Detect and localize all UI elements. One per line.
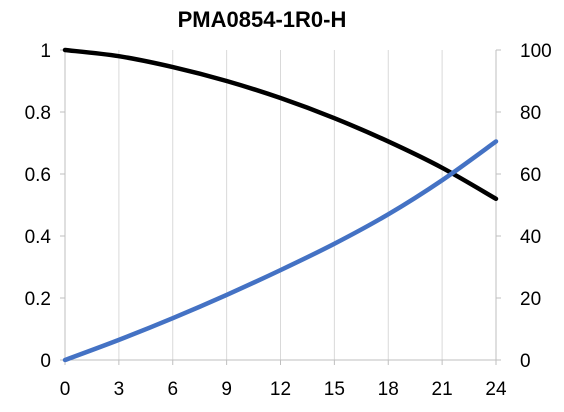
left-y-tick-label: 0.8: [25, 103, 51, 124]
right-y-tick-label: 40: [520, 227, 541, 248]
x-tick-label: 3: [114, 379, 125, 400]
x-tick-label: 15: [324, 379, 345, 400]
right-y-tick-label: 0: [520, 351, 531, 372]
x-tick-label: 12: [270, 379, 291, 400]
x-tick-label: 18: [378, 379, 399, 400]
x-tick-label: 24: [485, 379, 507, 400]
right-y-tick-label: 60: [520, 165, 541, 186]
x-tick-label: 9: [221, 379, 232, 400]
x-tick-label: 6: [167, 379, 178, 400]
right-y-tick-label: 80: [520, 103, 541, 124]
left-y-tick-label: 0.6: [25, 165, 51, 186]
left-y-tick-label: 1: [40, 41, 51, 62]
right-y-tick-label: 100: [520, 41, 552, 62]
left-y-tick-label: 0.2: [25, 289, 51, 310]
x-tick-label: 21: [432, 379, 453, 400]
left-y-tick-label: 0: [40, 351, 51, 372]
x-tick-label: 0: [60, 379, 71, 400]
left-y-tick-label: 0.4: [25, 227, 52, 248]
chart-title: PMA0854-1R0-H: [178, 7, 347, 32]
right-y-tick-label: 20: [520, 289, 541, 310]
